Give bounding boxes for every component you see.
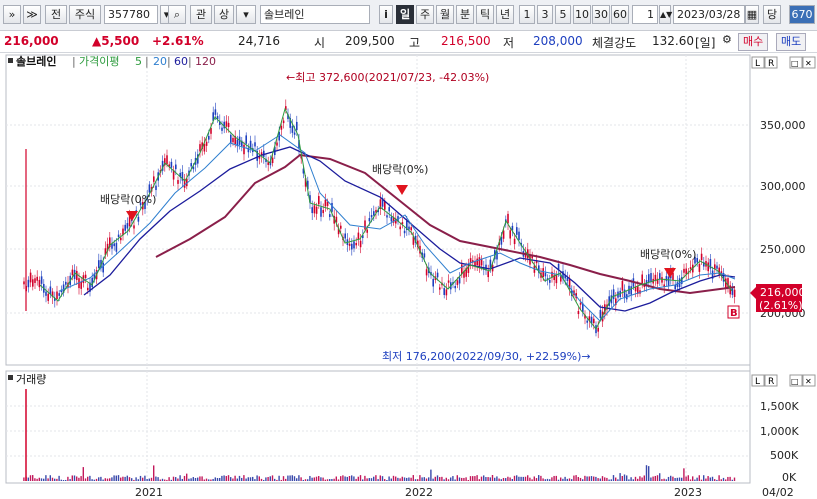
low-value: 208,000 xyxy=(533,34,583,48)
quote-bar: 216,000 ▲5,500 +2.61% 24,716 시 209,500 고… xyxy=(0,31,817,53)
period-day[interactable]: 일 xyxy=(396,5,414,24)
volume-bars xyxy=(23,389,736,481)
stock-chart[interactable]: 솔브레인 | 가격이평 5 | 20 | 60 | 120 ←최고 372,60… xyxy=(0,53,817,499)
period-week[interactable]: 주 xyxy=(416,5,434,24)
low-annotation: 최저 176,200(2022/09/30, +22.59%)→ xyxy=(382,350,591,363)
current-price-tag xyxy=(756,284,802,312)
legend-ma5: 5 xyxy=(135,55,142,68)
stock-name-field[interactable]: 솔브레인 xyxy=(260,5,370,24)
legend-ma-label: 가격이평 xyxy=(79,55,119,68)
price-tick-300000: 300,000 xyxy=(760,180,806,193)
count-spinner[interactable]: ▲▼ xyxy=(659,5,672,24)
menu-dropdown[interactable]: ▾ xyxy=(236,5,256,24)
dividend-arrow-2 xyxy=(396,185,408,195)
vol-pane-close-icon[interactable]: ✕ xyxy=(805,377,812,386)
volume-tick-500k: 500K xyxy=(770,449,799,462)
kwan-button[interactable]: 관 xyxy=(190,5,212,24)
svg-text:|: | xyxy=(188,55,192,68)
dividend-marker-2: 배당락(0%) xyxy=(372,163,428,176)
price-change-pct: +2.61% xyxy=(152,34,204,48)
minute-60[interactable]: 60 xyxy=(611,5,629,24)
vol-left-control[interactable]: L xyxy=(755,377,760,387)
toolbar: » ≫ 전 주식 357780 ▾ ⌕ 관 상 ▾ 솔브레인 i 일 주 월 분… xyxy=(0,0,817,31)
x-label-2022: 2022 xyxy=(405,486,433,499)
minute-1[interactable]: 1 xyxy=(519,5,535,24)
vol-pane-max-icon[interactable]: □ xyxy=(791,377,799,386)
expand-button[interactable]: » xyxy=(3,5,21,24)
svg-text:|: | xyxy=(145,55,149,68)
legend-stock-name: 솔브레인 xyxy=(16,54,56,68)
svg-text:|: | xyxy=(72,55,76,68)
buy-button[interactable]: 매수 xyxy=(738,33,769,51)
period-minute[interactable]: 분 xyxy=(456,5,474,24)
high-label: 고 xyxy=(409,36,421,50)
minute-5[interactable]: 5 xyxy=(555,5,571,24)
strength-label: 체결강도 xyxy=(592,36,637,50)
pane-max-icon[interactable]: □ xyxy=(791,59,799,68)
volume-tick-1000k: 1,000K xyxy=(760,425,799,438)
volume-tick-1500k: 1,500K xyxy=(760,400,799,413)
info-button[interactable]: i xyxy=(379,5,393,24)
volume-tick-0k: 0K xyxy=(782,471,797,484)
period-month[interactable]: 월 xyxy=(436,5,454,24)
ma5-line xyxy=(39,107,733,330)
legend-ma20: 20 xyxy=(153,55,167,68)
dividend-arrow-1 xyxy=(126,211,138,221)
period-year[interactable]: 년 xyxy=(496,5,514,24)
settings-gear-icon[interactable]: ⚙ xyxy=(722,33,732,46)
open-label: 시 xyxy=(314,36,326,50)
legend-ma60: 60 xyxy=(174,55,188,68)
count-input[interactable]: 1 xyxy=(632,5,658,24)
code-input[interactable]: 357780 xyxy=(104,5,158,24)
svg-text:|: | xyxy=(167,55,171,68)
dividend-marker-1: 배당락(0%) xyxy=(100,193,156,206)
current-price-tag-value: 216,000 xyxy=(760,286,806,299)
vol-right-control[interactable]: R xyxy=(768,377,774,387)
x-label-2021: 2021 xyxy=(135,486,163,499)
price-tick-250000: 250,000 xyxy=(760,243,806,256)
date-input[interactable]: 2023/03/28 xyxy=(673,5,745,24)
price-tick-350000: 350,000 xyxy=(760,119,806,132)
dividend-marker-3: 배당락(0%) xyxy=(640,248,696,261)
low-label: 저 xyxy=(503,36,515,50)
strength-unit: [일] xyxy=(695,36,716,50)
minute-10[interactable]: 10 xyxy=(573,5,591,24)
ma120-line xyxy=(155,153,736,295)
x-label-2023: 2023 xyxy=(674,486,702,499)
volume-value: 24,716 xyxy=(238,34,280,48)
high-annotation: ←최고 372,600(2021/07/23, -42.03%) xyxy=(286,71,489,84)
current-price: 216,000 xyxy=(4,34,59,48)
updown-button[interactable]: 상 xyxy=(214,5,234,24)
right-control[interactable]: R xyxy=(768,59,774,69)
type-button[interactable]: 주식 xyxy=(69,5,101,24)
price-change: ▲5,500 xyxy=(92,34,140,48)
dropdown-button[interactable]: ≫ xyxy=(23,5,41,24)
strength-value: 132.60 xyxy=(652,34,694,48)
current-price-tag-pct: (2.61%) xyxy=(759,299,803,312)
ma60-line xyxy=(83,146,736,312)
end-date-label: 04/02 xyxy=(762,486,794,499)
dang-button[interactable]: 당 xyxy=(763,5,781,24)
dividend-arrow-3 xyxy=(664,268,676,278)
high-value: 216,500 xyxy=(441,34,491,48)
minute-3[interactable]: 3 xyxy=(537,5,553,24)
search-icon[interactable]: ⌕ xyxy=(168,5,186,24)
pane-close-icon[interactable]: ✕ xyxy=(805,59,812,68)
legend-ma120: 120 xyxy=(195,55,216,68)
calendar-icon[interactable]: ▦ xyxy=(745,5,759,24)
period-tick[interactable]: 틱 xyxy=(476,5,494,24)
b-marker: B xyxy=(730,308,738,319)
zoom-input[interactable]: 670 xyxy=(789,5,815,24)
sell-button[interactable]: 매도 xyxy=(776,33,807,51)
open-value: 209,500 xyxy=(345,34,395,48)
market-button[interactable]: 전 xyxy=(45,5,67,24)
left-control[interactable]: L xyxy=(755,59,760,69)
ma20-line xyxy=(59,134,736,322)
volume-title: 거래량 xyxy=(16,373,46,386)
minute-30[interactable]: 30 xyxy=(592,5,610,24)
